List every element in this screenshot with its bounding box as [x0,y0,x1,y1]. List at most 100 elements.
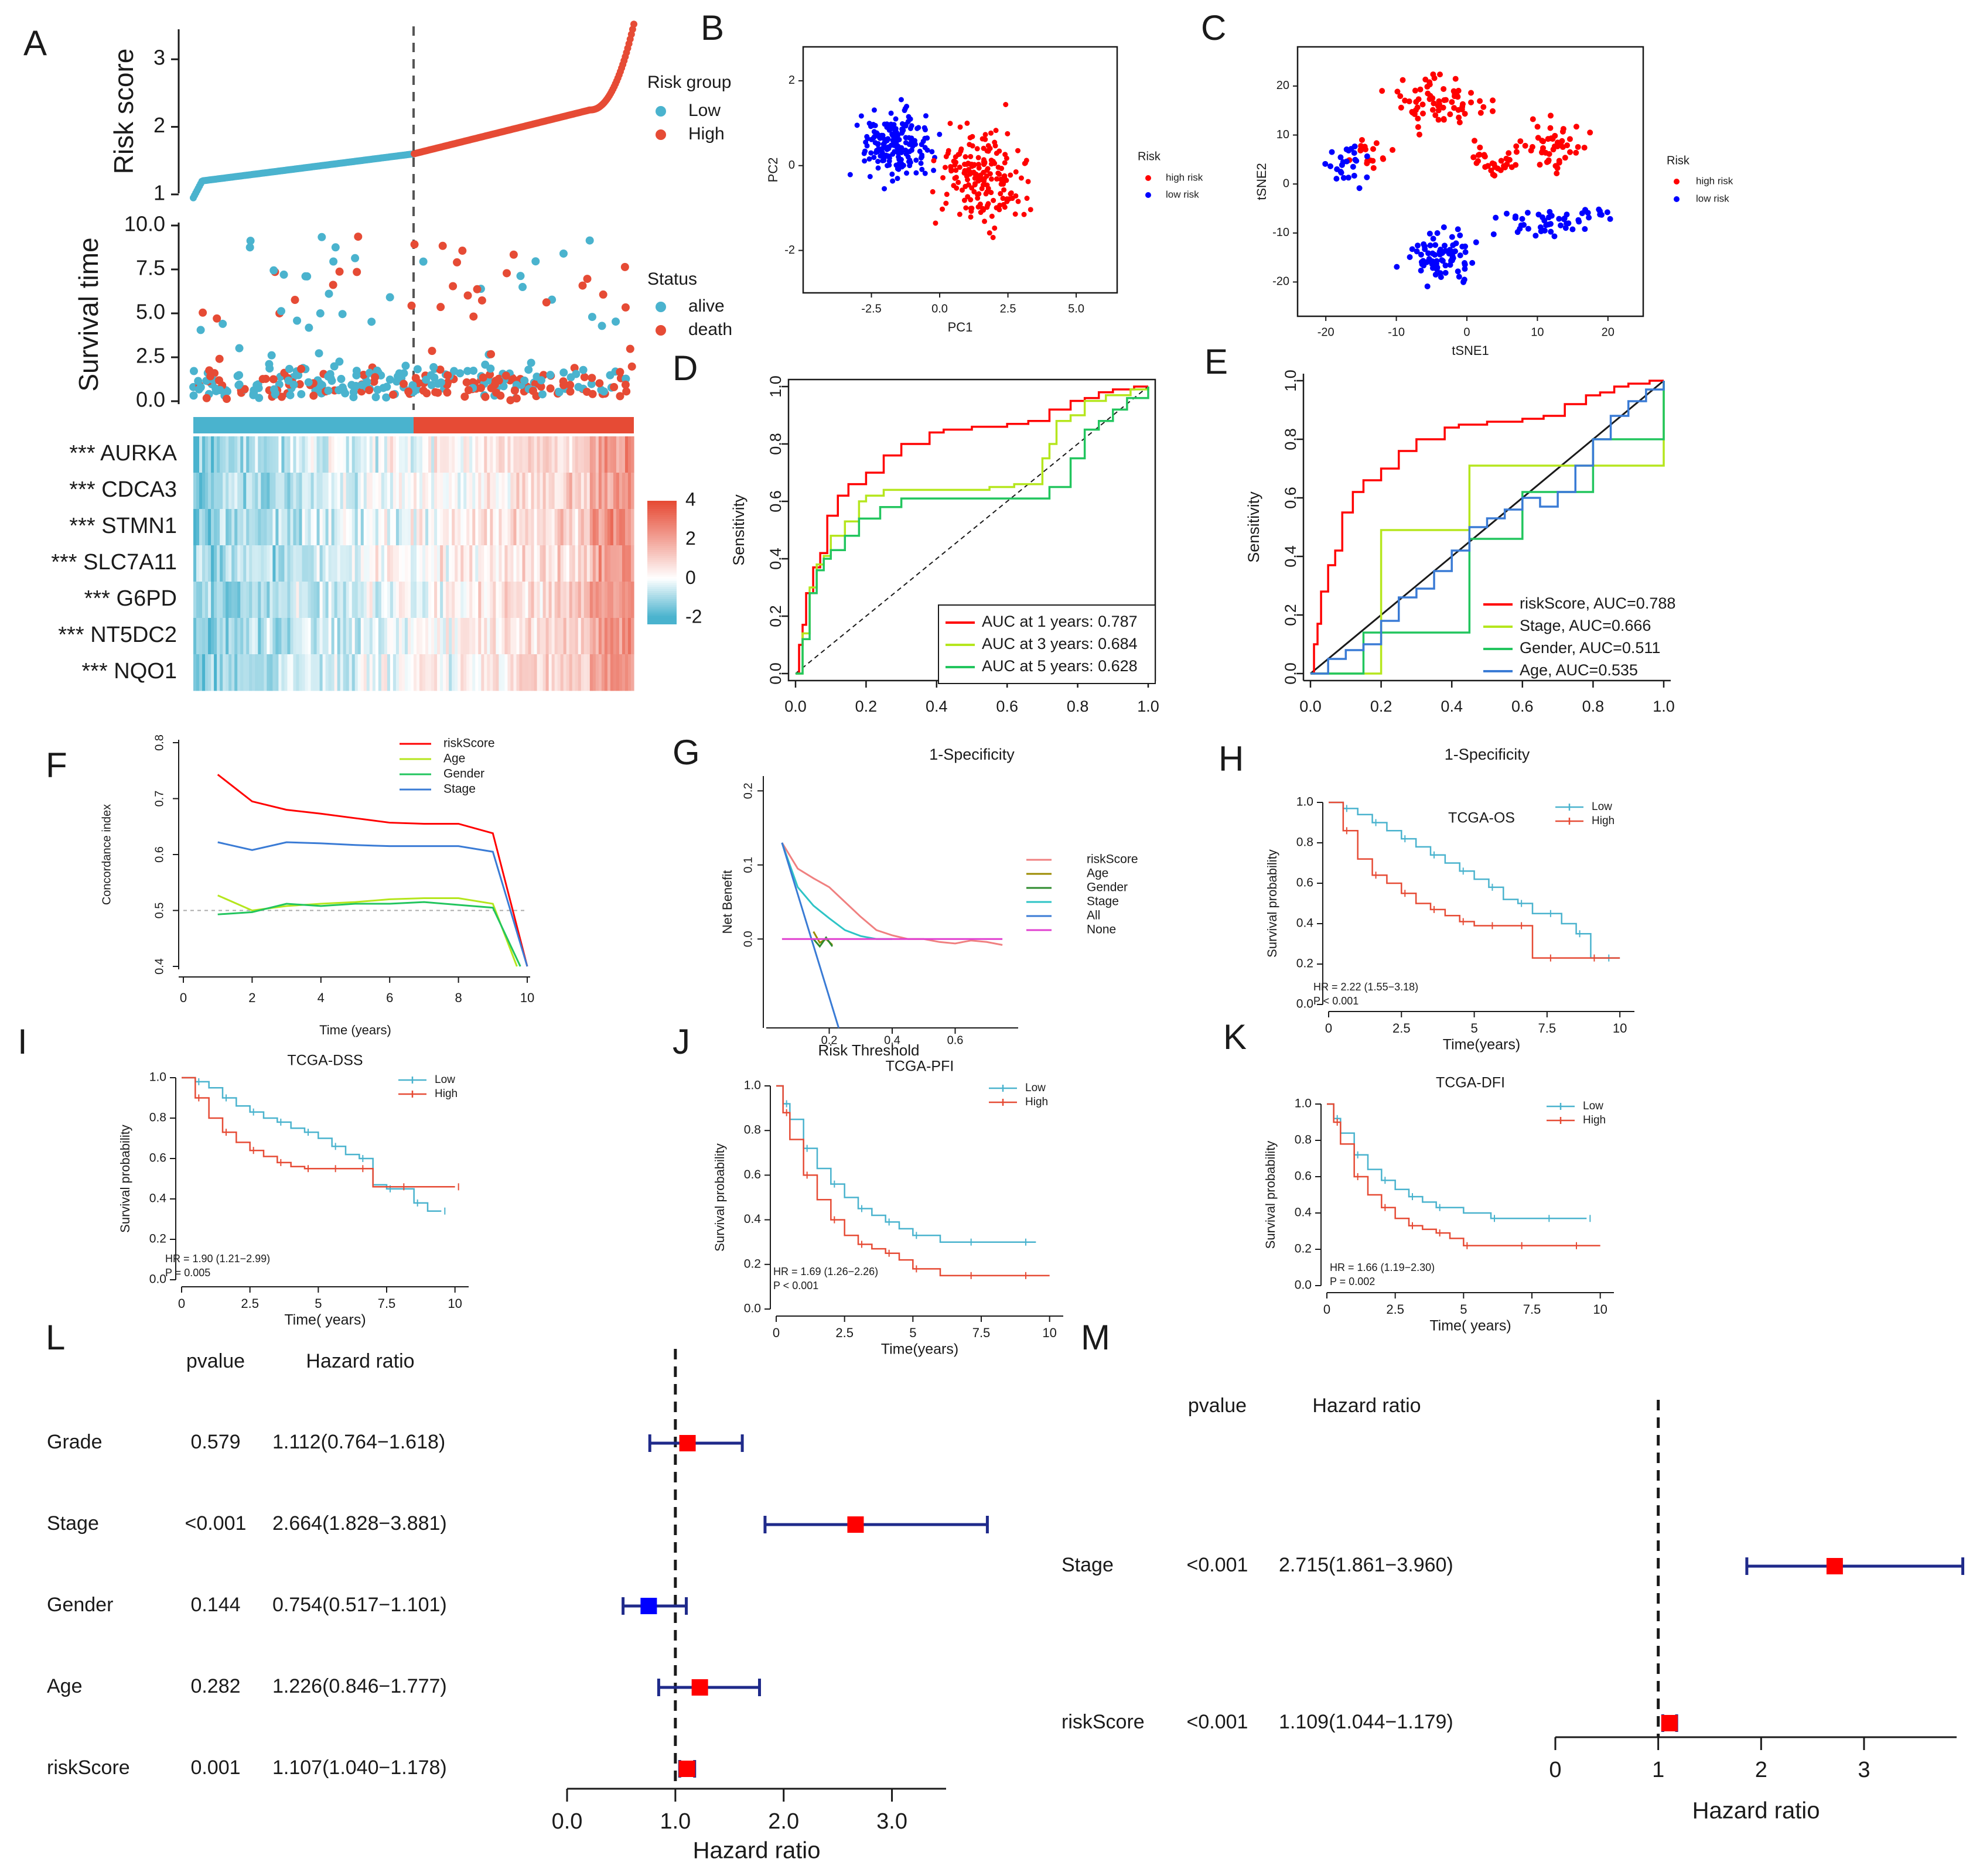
a2-status-point [516,272,525,281]
b-low-risk-point [907,157,913,163]
a3-heat-cell [463,509,467,546]
a3-heat-cell [475,545,479,582]
a3-heat-cell [510,509,514,546]
c-low-risk-point [1579,210,1585,217]
a3-heat-cell [589,473,593,510]
a1-y-tick-label: 1 [153,180,165,204]
a3-heat-cell [425,618,429,655]
a3-heat-cell [375,473,379,510]
a3-heat-cell [481,473,484,510]
a3-heat-cell [369,545,373,582]
a2-status-point [509,250,518,259]
a3-heat-cell [325,654,329,691]
a2-status-point [277,307,285,316]
e-roc-curve [1310,381,1665,675]
c-high-risk-point [1581,145,1588,151]
b-low-risk-point [922,170,928,176]
a3-heat-cell [390,618,394,655]
a2-status-point [620,262,629,271]
c-high-risk-point [1497,167,1504,173]
a3-heat-cell [392,654,397,691]
b-high-risk-point [1025,179,1031,184]
a3-heat-cell [340,545,344,582]
a3-heat-cell [487,509,490,546]
a3-heat-cell [563,545,567,582]
a3-heat-cell [522,545,526,582]
j-y-tick-label: 0.2 [744,1257,761,1270]
a3-heat-cell [387,436,391,473]
a3-heat-cell [261,618,264,655]
a3-heat-cell [193,509,197,546]
a2-status-point [566,387,575,396]
a3-heat-cell [272,618,276,655]
a3-heat-cell [472,582,476,619]
a3-heat-cell [487,618,490,655]
a3-heat-cell [407,618,411,655]
b-x-tick-label: 0.0 [931,302,948,315]
e-x-tick-label: 1.0 [1653,698,1675,715]
a3-heat-cell [258,582,261,619]
a3-heat-cell [496,582,499,619]
a3-colorbar-slice [647,538,677,541]
g-y-tick-label: 0.2 [742,782,755,799]
a3-heat-cell [583,545,588,582]
g-legend-label: None [1087,923,1116,937]
c-low-risk-point [1425,250,1432,257]
a3-heat-cell [516,618,520,655]
a3-heat-cell [554,436,558,473]
a3-heat-cell [199,473,203,510]
c-high-risk-point [1566,136,1573,142]
l-x-axis-label: Hazard ratio [693,1838,821,1864]
a2-status-point [588,313,596,322]
a3-heat-cell [208,473,211,510]
c-high-risk-point [1506,150,1512,156]
b-high-risk-point [971,189,977,194]
a2-status-point [580,373,589,381]
a3-heat-cell [372,436,376,473]
a2-status-point [426,371,435,380]
a3-heat-cell [228,582,232,619]
a3-heat-cell [566,436,570,473]
a3-heat-cell [334,436,338,473]
a3-heat-cell [581,582,585,619]
a3-heat-cell [269,582,273,619]
a3-heat-cell [193,654,197,691]
b-high-risk-point [964,120,970,126]
a3-heat-cell [258,654,261,691]
a3-heat-cell [613,545,617,582]
a3-heat-cell [267,509,270,546]
a2-status-point [434,388,442,397]
a3-heat-cell [589,509,593,546]
a3-heat-cell [510,436,514,473]
b-high-risk-point [951,158,957,164]
b-high-risk-point [994,205,999,211]
a3-heat-cell [407,436,411,473]
a3-heat-cell [293,436,297,473]
a2-status-point [520,376,529,385]
a3-heat-cell [243,545,247,582]
b-low-risk-point [896,166,902,172]
a3-heat-cell [586,473,591,510]
a3-heat-cell [363,654,367,691]
a3-heat-cell [284,618,288,655]
l-row-name: Grade [47,1431,103,1453]
a3-heat-cell [246,618,250,655]
b-high-risk-point [969,161,975,167]
c-low-risk-point [1513,215,1519,221]
a3-heat-cell [375,509,379,546]
c-low-risk-point [1532,233,1539,239]
c-low-risk-point [1442,269,1449,276]
a3-heat-cell [228,473,232,510]
a3-heat-cell [481,654,484,691]
a3-heat-cell [589,545,593,582]
a3-heat-cell [531,618,535,655]
a2-status-point [235,371,244,380]
c-high-risk-point [1390,147,1396,153]
a3-heat-cell [378,654,382,691]
b-low-risk-point [886,158,892,164]
a3-heat-cell [296,473,300,510]
b-high-risk-point [992,225,998,231]
a3-heat-cell [223,654,226,691]
a3-heat-cell [528,509,532,546]
